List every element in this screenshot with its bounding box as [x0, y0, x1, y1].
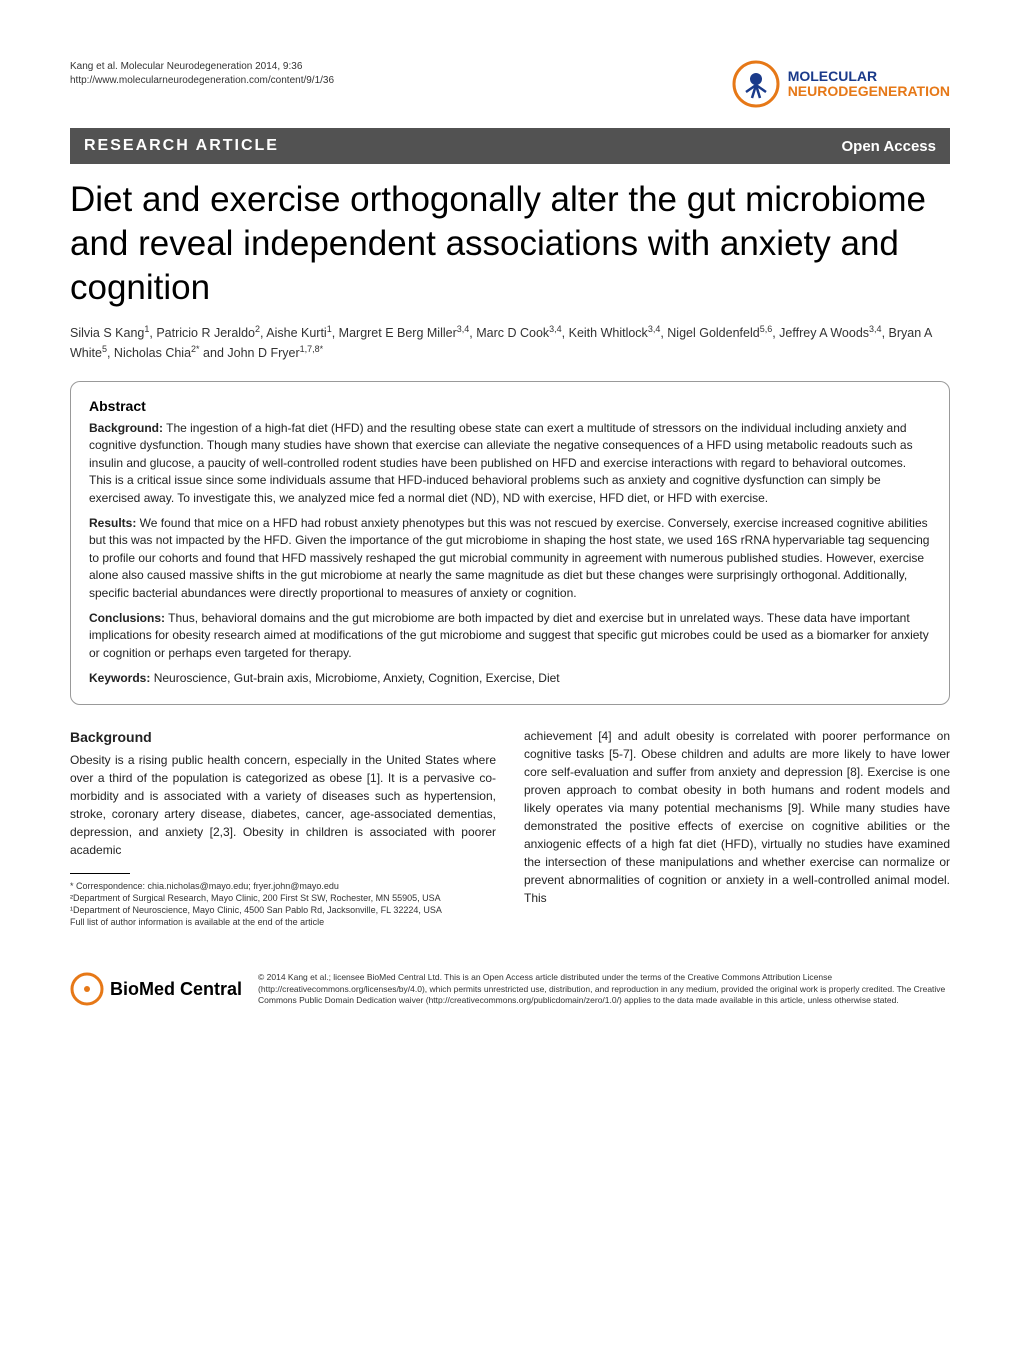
citation-block: Kang et al. Molecular Neurodegeneration …	[70, 60, 334, 88]
article-title: Diet and exercise orthogonally alter the…	[70, 178, 950, 309]
license-text: © 2014 Kang et al.; licensee BioMed Cent…	[258, 972, 950, 1006]
affiliation-2: ²Department of Surgical Research, Mayo C…	[70, 892, 496, 904]
keywords-label: Keywords:	[89, 671, 150, 685]
article-type-bar: RESEARCH ARTICLE Open Access	[70, 128, 950, 164]
abstract-conclusions-text: Thus, behavioral domains and the gut mic…	[89, 611, 929, 660]
publisher-name: BioMed Central	[110, 979, 242, 1000]
author-list: Silvia S Kang1, Patricio R Jeraldo2, Ais…	[70, 323, 950, 363]
footnote-divider	[70, 873, 130, 874]
abstract-background: Background: The ingestion of a high-fat …	[89, 420, 931, 507]
abstract-conclusions-label: Conclusions:	[89, 611, 165, 625]
publisher-logo: BioMed Central	[70, 972, 242, 1006]
abstract-keywords: Keywords: Neuroscience, Gut-brain axis, …	[89, 670, 931, 687]
right-column: achievement [4] and adult obesity is cor…	[524, 727, 950, 929]
journal-logo-icon	[732, 60, 780, 108]
footnotes: * Correspondence: chia.nicholas@mayo.edu…	[70, 880, 496, 929]
page: Kang et al. Molecular Neurodegeneration …	[0, 0, 1020, 1037]
biomed-central-icon	[70, 972, 104, 1006]
footer: BioMed Central © 2014 Kang et al.; licen…	[70, 952, 950, 1006]
abstract-results-text: We found that mice on a HFD had robust a…	[89, 516, 929, 600]
abstract-background-label: Background:	[89, 421, 163, 435]
abstract-box: Abstract Background: The ingestion of a …	[70, 381, 950, 704]
abstract-results: Results: We found that mice on a HFD had…	[89, 515, 931, 602]
page-header: Kang et al. Molecular Neurodegeneration …	[70, 60, 950, 108]
citation-line: Kang et al. Molecular Neurodegeneration …	[70, 60, 334, 74]
correspondence-line: * Correspondence: chia.nicholas@mayo.edu…	[70, 880, 496, 892]
left-column: Background Obesity is a rising public he…	[70, 727, 496, 929]
citation-url: http://www.molecularneurodegeneration.co…	[70, 74, 334, 88]
journal-name-line1: MOLECULAR	[788, 69, 950, 84]
open-access-label: Open Access	[842, 138, 937, 155]
journal-logo-text: MOLECULAR NEURODEGENERATION	[788, 69, 950, 100]
journal-name-line2: NEURODEGENERATION	[788, 84, 950, 99]
abstract-results-label: Results:	[89, 516, 136, 530]
abstract-heading: Abstract	[89, 398, 931, 414]
journal-logo: MOLECULAR NEURODEGENERATION	[732, 60, 950, 108]
affiliation-1: ¹Department of Neuroscience, Mayo Clinic…	[70, 904, 496, 916]
body-columns: Background Obesity is a rising public he…	[70, 727, 950, 929]
background-heading: Background	[70, 727, 496, 748]
abstract-background-text: The ingestion of a high-fat diet (HFD) a…	[89, 421, 913, 505]
full-list-note: Full list of author information is avail…	[70, 916, 496, 928]
right-column-text: achievement [4] and adult obesity is cor…	[524, 727, 950, 907]
abstract-conclusions: Conclusions: Thus, behavioral domains an…	[89, 610, 931, 662]
left-column-text: Obesity is a rising public health concer…	[70, 751, 496, 859]
keywords-text: Neuroscience, Gut-brain axis, Microbiome…	[150, 671, 559, 685]
article-type-label: RESEARCH ARTICLE	[84, 137, 279, 155]
